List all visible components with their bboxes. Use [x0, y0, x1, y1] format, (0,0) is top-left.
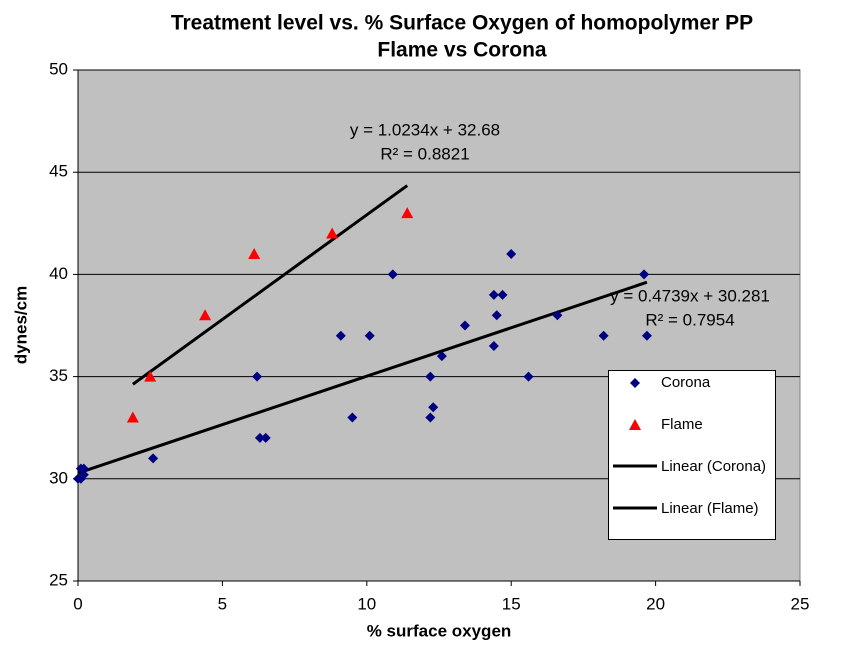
- diamond-marker: [641, 330, 652, 341]
- legend-label: Linear (Flame): [661, 500, 759, 517]
- diamond-marker: [552, 310, 563, 321]
- y-tick-label: 40: [49, 264, 68, 283]
- diamond-marker: [260, 432, 271, 443]
- legend-swatch: [630, 378, 640, 388]
- trendline-equation: y = 1.0234x + 32.68: [350, 120, 500, 139]
- triangle-marker: [401, 207, 414, 219]
- diamond-marker: [488, 289, 499, 300]
- x-tick-label: 10: [357, 594, 376, 613]
- triangle-marker: [326, 227, 339, 239]
- x-tick-label: 20: [646, 594, 665, 613]
- diamond-marker: [78, 463, 89, 474]
- diamond-marker: [425, 412, 436, 423]
- x-tick-label: 15: [502, 594, 521, 613]
- legend: Corona Flame Linear (Corona) Linear (Flame): [608, 370, 776, 540]
- trendline-r2: R² = 0.7954: [645, 310, 734, 329]
- trendline: [131, 184, 409, 386]
- y-tick-label: 45: [49, 162, 68, 181]
- diamond-marker: [523, 371, 534, 382]
- diamond-marker: [639, 269, 650, 280]
- diamond-marker: [428, 402, 439, 413]
- legend-swatch: [629, 419, 641, 430]
- chart-subtitle: Flame vs Corona: [377, 39, 547, 62]
- diamond-marker: [488, 340, 499, 351]
- triangle-marker: [199, 309, 212, 321]
- x-tick-label: 5: [218, 594, 227, 613]
- y-tick-label: 30: [49, 468, 68, 487]
- y-tick-label: 50: [49, 59, 68, 78]
- diamond-marker: [364, 330, 375, 341]
- x-tick-label: 25: [791, 594, 810, 613]
- trendline-r2: R² = 0.8821: [380, 144, 469, 163]
- legend-label: Flame: [661, 416, 703, 433]
- legend-entry: Corona: [609, 373, 767, 392]
- triangle-marker: [629, 419, 641, 430]
- diamond-marker: [630, 378, 640, 388]
- legend-entry: Linear (Corona): [609, 457, 767, 476]
- legend-entry: Linear (Flame): [609, 499, 767, 518]
- diamond-marker: [491, 310, 502, 321]
- legend-swatch: [613, 506, 657, 510]
- diamond-marker: [347, 412, 358, 423]
- y-axis-label: dynes/cm: [11, 286, 30, 364]
- x-axis-label: % surface oxygen: [367, 621, 512, 640]
- diamond-marker: [436, 351, 447, 362]
- y-tick-label: 25: [49, 570, 68, 589]
- diamond-marker: [506, 248, 517, 259]
- diamond-marker: [78, 469, 89, 480]
- chart-title: Treatment level vs. % Surface Oxygen of …: [171, 12, 753, 35]
- diamond-marker: [425, 371, 436, 382]
- diamond-marker: [387, 269, 398, 280]
- x-tick-label: 0: [73, 594, 82, 613]
- y-tick-label: 35: [49, 366, 68, 385]
- diamond-marker: [252, 371, 263, 382]
- legend-swatch: [613, 464, 657, 468]
- diamond-marker: [598, 330, 609, 341]
- triangle-marker: [144, 370, 157, 382]
- diamond-marker: [497, 289, 508, 300]
- trendline: [77, 280, 648, 475]
- diamond-marker: [459, 320, 470, 331]
- diamond-marker: [148, 453, 159, 464]
- legend-label: Linear (Corona): [661, 458, 767, 475]
- triangle-marker: [248, 247, 261, 259]
- diamond-marker: [254, 432, 265, 443]
- triangle-marker: [126, 411, 139, 423]
- trendline-equation: y = 0.4739x + 30.281: [610, 286, 770, 305]
- legend-label: Corona: [661, 374, 711, 391]
- legend-entry: Flame: [609, 415, 767, 434]
- diamond-marker: [335, 330, 346, 341]
